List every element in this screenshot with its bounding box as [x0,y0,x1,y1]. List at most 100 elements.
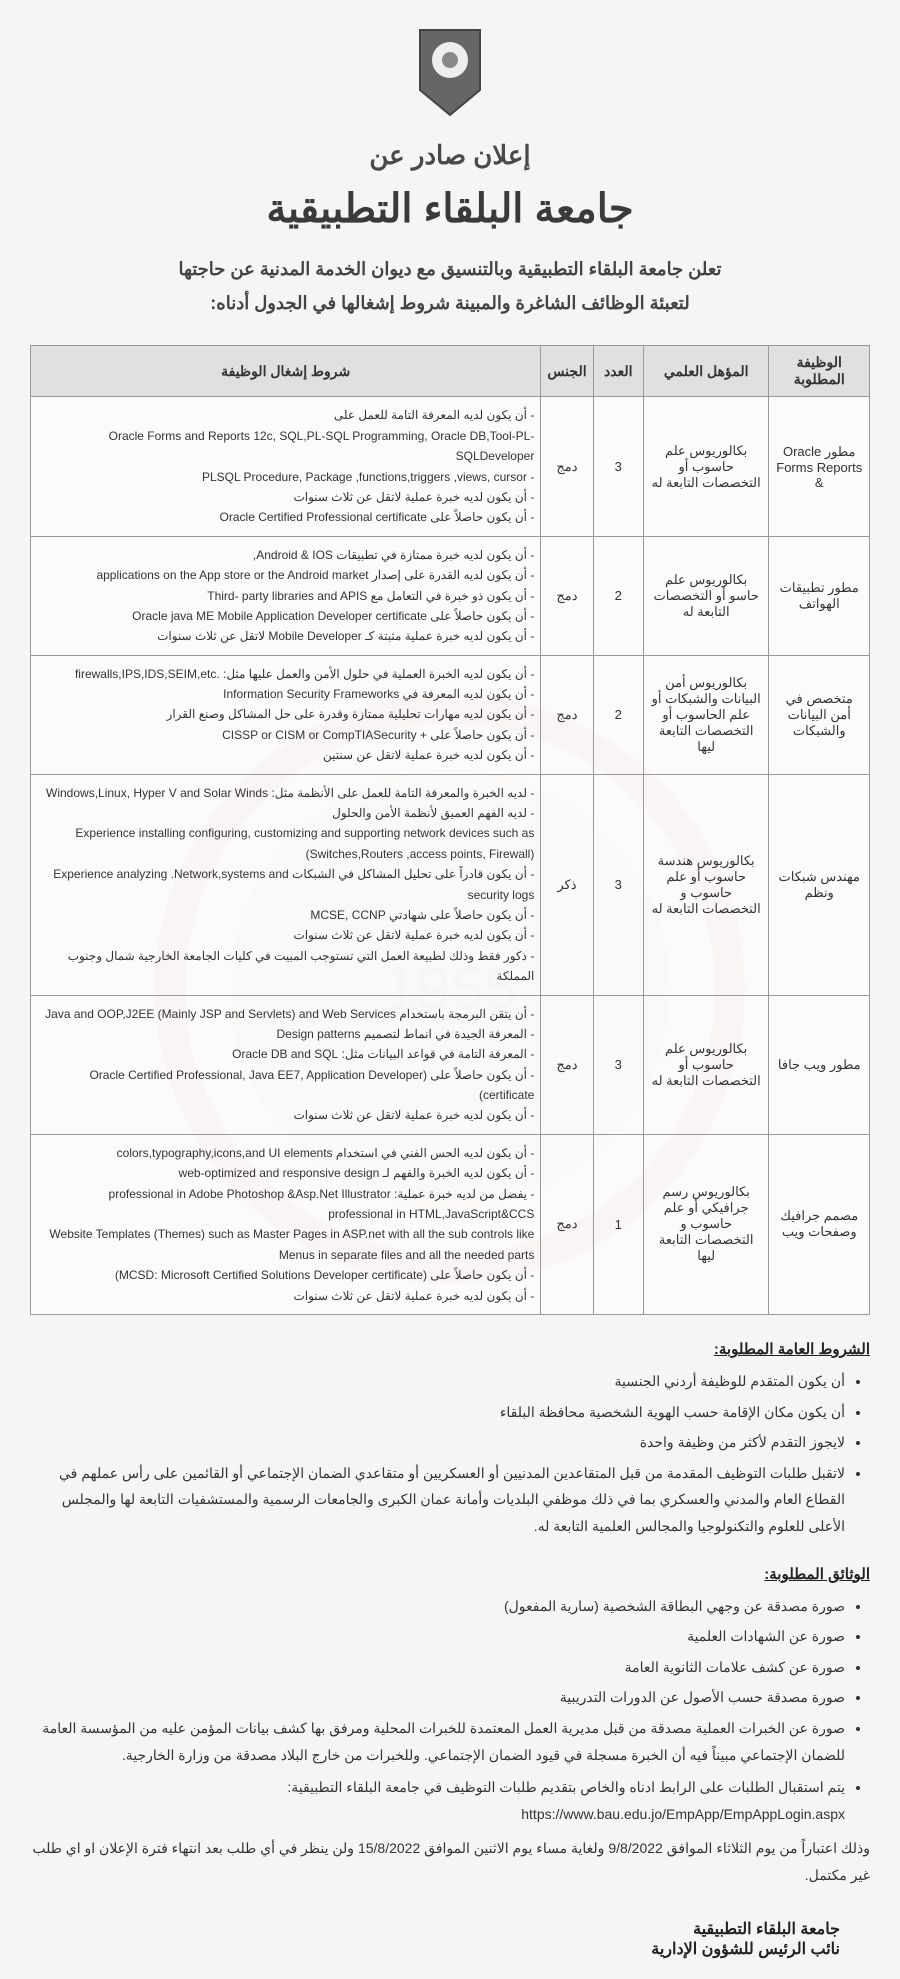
requirement-line: - أن يتقن البرمجة باستخدام Java and OOP,… [37,1004,534,1024]
condition-item: أن يكون مكان الإقامة حسب الهوية الشخصية … [30,1399,845,1426]
cell-requirements: - أن يكون لديه الخبرة العملية في حلول ال… [31,655,541,774]
cell-gender: ذكر [541,774,593,995]
requirement-line: - أن يكون لديه خبرة عملية لاتقل عن سنتين [37,745,534,765]
cell-gender: دمج [541,536,593,655]
requirement-line: - أن يكون لديه المعرفة التامة للعمل على [37,405,534,425]
table-row: مصمم جرافيك وصفحات ويببكالوريوس رسم جراف… [31,1134,870,1314]
closing-block: يتم استقبال الطلبات على الرابط ادناه وال… [30,1774,870,1827]
cell-requirements: - لديه الخبرة والمعرفة التامة للعمل على … [31,774,541,995]
requirement-line: - لديه الخبرة والمعرفة التامة للعمل على … [37,783,534,803]
condition-item: لايجوز التقدم لأكثر من وظيفة واحدة [30,1429,845,1456]
requirement-line: - أن يكون لديه خبرة عملية لاتقل عن ثلاث … [37,1105,534,1125]
cell-requirements: - أن يكون لديه الحس الفني في استخدام col… [31,1134,541,1314]
cell-job: متخصص في أمن البيانات والشبكات [769,655,870,774]
requirement-line: - يفضل من لديه خبرة عملية: professional … [37,1184,534,1204]
cell-qualification: بكالوريوس رسم جرافيكي أو علم حاسوب و الت… [643,1134,769,1314]
header-qualification: المؤهل العلمي [643,346,769,397]
cell-qualification: بكالوريوس أمن البيانات والشبكات أو علم ا… [643,655,769,774]
requirement-line: - أن يكون لديه خبرة عملية لاتقل عن ثلاث … [37,487,534,507]
table-row: مطور ويب جافابكالوريوس علم حاسوب أو التخ… [31,995,870,1134]
document-item: صورة عن الشهادات العلمية [30,1623,845,1650]
requirement-line: - أن يكون حاصلاً على (MCSD: Microsoft Ce… [37,1265,534,1285]
requirement-line: - المعرفة الجيدة في انماط لتصميم Design … [37,1024,534,1044]
required-documents-list: صورة مصدقة عن وجهي البطاقة الشخصية (ساري… [30,1593,870,1769]
requirement-line: - ذكور فقط وذلك لطبيعة العمل التي تستوجب… [37,946,534,987]
requirement-line: - أن يكون ذو خبرة في التعامل مع Third- p… [37,586,534,606]
requirement-line: - أن يكون لديه الحس الفني في استخدام col… [37,1143,534,1163]
requirement-line: - أن يكون حاصلاً على + CISSP or CISM or … [37,725,534,745]
cell-qualification: بكالوريوس علم حاسوب أو التخصصات التابعة … [643,995,769,1134]
requirement-line: - أن يكون لديه الخبرة والفهم لـ web-opti… [37,1163,534,1183]
cell-gender: دمج [541,655,593,774]
requirement-line: - أن يكون حاصلاً على Oracle Certified Pr… [37,507,534,527]
cell-count: 2 [593,536,643,655]
table-header-row: الوظيفة المطلوبة المؤهل العلمي العدد الج… [31,346,870,397]
cell-gender: دمج [541,995,593,1134]
requirement-line: - أن يكون قادراً على تحليل المشاكل في ال… [37,864,534,905]
cell-count: 3 [593,397,643,536]
closing-dates: وذلك اعتباراً من يوم الثلاثاء الموافق 9/… [30,1835,870,1888]
general-conditions-title: الشروط العامة المطلوبة: [30,1340,870,1358]
cell-requirements: - أن يكون لديه خبرة ممتازة في تطبيقات An… [31,536,541,655]
cell-count: 3 [593,774,643,995]
cell-gender: دمج [541,397,593,536]
requirement-line: - PLSQL Procedure, Package ,functions,tr… [37,467,534,487]
requirement-line: professional in HTML,JavaScript&CCS [37,1204,534,1224]
requirement-line: Website Templates (Themes) such as Maste… [37,1224,534,1265]
university-name: جامعة البلقاء التطبيقية [30,186,870,232]
requirement-line: - أن يكون لديه خبرة ممتازة في تطبيقات An… [37,545,534,565]
requirement-line: - أن يكون لديه القدرة على إصدار applicat… [37,565,534,585]
requirement-line: - المعرفة التامة في قواعد البيانات مثل: … [37,1044,534,1064]
intro-text: تعلن جامعة البلقاء التطبيقية وبالتنسيق م… [30,252,870,320]
cell-count: 1 [593,1134,643,1314]
requirement-line: - أن يكون لديه خبرة عملية لاتقل عن ثلاث … [37,1286,534,1306]
university-logo [30,20,870,125]
table-row: متخصص في أمن البيانات والشبكاتبكالوريوس … [31,655,870,774]
cell-job: مطور تطبيقات الهواتف [769,536,870,655]
requirement-line: Oracle Forms and Reports 12c, SQL,PL-SQL… [37,426,534,467]
signature-title: نائب الرئيس للشؤون الإدارية [30,1939,840,1959]
document-item: صورة مصدقة عن وجهي البطاقة الشخصية (ساري… [30,1593,845,1620]
cell-qualification: بكالوريوس هندسة حاسوب أو علم حاسوب و الت… [643,774,769,995]
table-row: مطور تطبيقات الهواتفبكالوريوس علم حاسو أ… [31,536,870,655]
table-row: مطور Oracle Forms Reports &بكالوريوس علم… [31,397,870,536]
header-requirements: شروط إشغال الوظيفة [31,346,541,397]
header-count: العدد [593,346,643,397]
intro-line2: لتعبئة الوظائف الشاغرة والمبينة شروط إشغ… [30,286,870,320]
requirement-line: Experience installing configuring, custo… [37,823,534,864]
condition-item: أن يكون المتقدم للوظيفة أردني الجنسية [30,1368,845,1395]
requirement-line: - أن يكون حاصلاً على Oracle java ME Mobi… [37,606,534,626]
document-item: صورة عن الخبرات العملية مصدقة من قبل مدي… [30,1715,845,1768]
cell-count: 2 [593,655,643,774]
requirement-line: - أن يكون لديه الخبرة العملية في حلول ال… [37,664,534,684]
requirement-line: - أن يكون لديه خبرة عملية مثبتة كـ Mobil… [37,626,534,646]
required-documents-title: الوثائق المطلوبة: [30,1565,870,1583]
requirement-line: - لديه الفهم العميق لأنظمة الأمن والحلول [37,803,534,823]
requirement-line: - أن يكون لديه المعرفة في Information Se… [37,684,534,704]
signature-university: جامعة البلقاء التطبيقية [30,1919,840,1939]
cell-gender: دمج [541,1134,593,1314]
announcement-prefix: إعلان صادر عن [30,140,870,171]
cell-count: 3 [593,995,643,1134]
cell-qualification: بكالوريوس علم حاسو أو التخصصات التابعة ل… [643,536,769,655]
document-item: صورة عن كشف علامات الثانوية العامة [30,1654,845,1681]
header-job: الوظيفة المطلوبة [769,346,870,397]
cell-job: مصمم جرافيك وصفحات ويب [769,1134,870,1314]
application-link-line: يتم استقبال الطلبات على الرابط ادناه وال… [30,1774,845,1827]
header-gender: الجنس [541,346,593,397]
cell-requirements: - أن يكون لديه المعرفة التامة للعمل علىO… [31,397,541,536]
cell-requirements: - أن يتقن البرمجة باستخدام Java and OOP,… [31,995,541,1134]
general-conditions-list: أن يكون المتقدم للوظيفة أردني الجنسية أن … [30,1368,870,1540]
requirement-line: - أن يكون لديه مهارات تحليلية ممتازة وقد… [37,704,534,724]
requirement-line: - أن يكون حاصلاً على (Oracle Certified P… [37,1065,534,1106]
document-item: صورة مصدقة حسب الأصول عن الدورات التدريب… [30,1684,845,1711]
table-row: مهندس شبكات ونظمبكالوريوس هندسة حاسوب أو… [31,774,870,995]
requirement-line: - أن يكون لديه خبرة عملية لاتقل عن ثلاث … [37,925,534,945]
cell-job: مهندس شبكات ونظم [769,774,870,995]
cell-job: مطور ويب جافا [769,995,870,1134]
requirement-line: - أن يكون حاصلاً على شهادتي MCSE, CCNP [37,905,534,925]
cell-qualification: بكالوريوس علم حاسوب أو التخصصات التابعة … [643,397,769,536]
intro-line1: تعلن جامعة البلقاء التطبيقية وبالتنسيق م… [30,252,870,286]
condition-item: لاتقبل طلبات التوظيف المقدمة من قبل المت… [30,1460,845,1540]
cell-job: مطور Oracle Forms Reports & [769,397,870,536]
